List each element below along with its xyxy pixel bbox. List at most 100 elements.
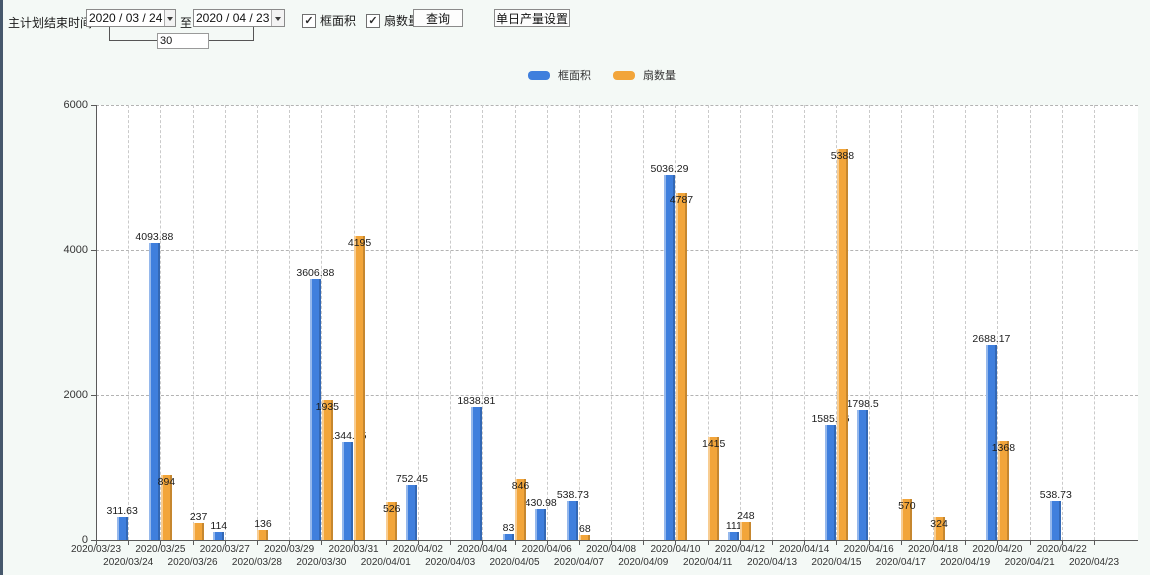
x-axis-tick (192, 540, 194, 545)
x-axis-tick (578, 540, 580, 545)
x-axis-tick (1094, 540, 1095, 545)
interval-days-input[interactable] (157, 33, 209, 49)
fan-count-bar (515, 479, 527, 540)
checked-checkbox-icon[interactable]: ✓ (302, 13, 316, 28)
x-axis-tick (836, 540, 838, 545)
x-axis-label: 2020/04/09 (618, 557, 669, 568)
x-axis-label: 2020/04/19 (940, 557, 991, 568)
start-date-dropdown-icon[interactable] (164, 10, 175, 26)
bar-value-label: 248 (737, 510, 755, 522)
x-axis-tick (417, 540, 419, 545)
x-axis-label: 2020/04/15 (811, 557, 862, 568)
checkbox-fan-count[interactable]: ✓ 扇数量 (366, 12, 420, 29)
frame-area-bar (406, 485, 418, 540)
bar-value-label: 68 (579, 523, 591, 535)
bar-value-label: 5388 (830, 150, 855, 162)
checkbox-frame-area[interactable]: ✓ 框面积 (302, 12, 356, 29)
query-button[interactable]: 查询 (413, 9, 463, 27)
x-axis-label: 2020/03/25 (135, 544, 186, 555)
x-gridline (643, 105, 645, 540)
x-axis-label: 2020/04/05 (489, 557, 540, 568)
x-axis-tick (772, 540, 774, 545)
y-axis-tick (91, 395, 96, 396)
fan-count-bar (675, 193, 687, 540)
x-gridline (611, 105, 613, 540)
x-gridline (933, 105, 935, 540)
fan-count-bar (933, 517, 945, 540)
bar-value-label: 324 (930, 518, 948, 530)
bar-value-label: 1415 (701, 438, 726, 450)
x-axis-label: 2020/03/29 (264, 544, 315, 555)
x-axis-tick (965, 540, 967, 545)
frame-area-bar (470, 407, 482, 540)
frame-area-bar (663, 175, 675, 540)
x-gridline (546, 105, 548, 540)
x-axis-tick (1061, 540, 1063, 545)
x-axis-tick (900, 540, 902, 545)
bar-value-label: 4093.88 (135, 231, 174, 243)
frame-area-bar (567, 501, 579, 540)
y-axis-tick-label: 4000 (63, 244, 88, 256)
x-axis-label: 2020/03/31 (328, 544, 379, 555)
x-axis-label: 2020/04/01 (360, 557, 411, 568)
fan-count-bar (740, 522, 752, 540)
x-axis-tick (128, 540, 130, 545)
x-axis-tick (804, 540, 806, 545)
x-axis-label: 2020/03/30 (296, 557, 347, 568)
x-axis-tick (933, 540, 935, 545)
x-gridline (224, 105, 226, 540)
frame-area-bar (148, 243, 160, 540)
fan-count-bar (257, 530, 269, 540)
to-label: 至: (180, 16, 196, 30)
fan-count-bar (836, 149, 848, 540)
bar-value-label: 1935 (315, 401, 340, 413)
x-gridline (578, 105, 580, 540)
frame-area-bar (1050, 501, 1062, 540)
x-axis-label: 2020/04/11 (683, 557, 733, 568)
x-gridline (321, 105, 323, 540)
start-date-picker[interactable]: 2020 / 03 / 24 (86, 9, 176, 27)
x-axis-tick (514, 540, 516, 545)
bar-value-label: 894 (157, 476, 176, 488)
y-gridline (96, 105, 1138, 106)
x-gridline (965, 105, 967, 540)
x-gridline (160, 105, 162, 540)
x-axis-tick (611, 540, 613, 545)
frame-area-bar (985, 345, 997, 540)
frame-area-bar (116, 517, 128, 540)
bar-value-label: 114 (210, 520, 228, 532)
fan-count-bar (901, 499, 913, 540)
bar-value-label: 538.73 (1039, 489, 1072, 501)
bar-value-label: 1585.96 (811, 413, 850, 425)
bar-value-label: 752.45 (395, 473, 428, 485)
chart-legend: 框面积 扇数量 (528, 67, 690, 83)
x-axis-label: 2020/04/14 (779, 544, 830, 555)
x-axis-tick (385, 540, 387, 545)
legend-label-frame-area: 框面积 (558, 70, 591, 82)
x-axis-label: 2020/04/10 (650, 544, 701, 555)
checked-checkbox-icon[interactable]: ✓ (366, 13, 380, 28)
bar-value-label: 1838.81 (457, 395, 496, 407)
bar-value-label: 237 (189, 511, 208, 523)
x-axis-tick (546, 540, 548, 545)
bar-value-label: 83 (502, 522, 515, 534)
x-axis-label: 2020/03/26 (167, 557, 218, 568)
bar-value-label: 2688.17 (972, 333, 1011, 345)
x-axis-label: 2020/04/04 (457, 544, 508, 555)
checkbox-fan-count-label: 扇数量 (384, 14, 421, 28)
x-gridline (1061, 105, 1063, 540)
x-axis-label: 2020/04/13 (747, 557, 798, 568)
x-axis-tick (739, 540, 741, 545)
x-axis-tick (256, 540, 258, 545)
bar-value-label: 3606.88 (296, 267, 335, 279)
x-axis-label: 2020/04/08 (586, 544, 637, 555)
x-axis-label: 2020/04/18 (908, 544, 959, 555)
x-gridline (804, 105, 806, 540)
frame-area-bar (213, 532, 225, 540)
x-gridline (1029, 105, 1031, 540)
end-date-picker[interactable]: 2020 / 04 / 23 (193, 9, 285, 27)
x-axis-tick (868, 540, 870, 545)
daily-output-settings-button[interactable]: 单日产量设置 (494, 9, 570, 27)
end-date-dropdown-icon[interactable] (271, 10, 284, 26)
